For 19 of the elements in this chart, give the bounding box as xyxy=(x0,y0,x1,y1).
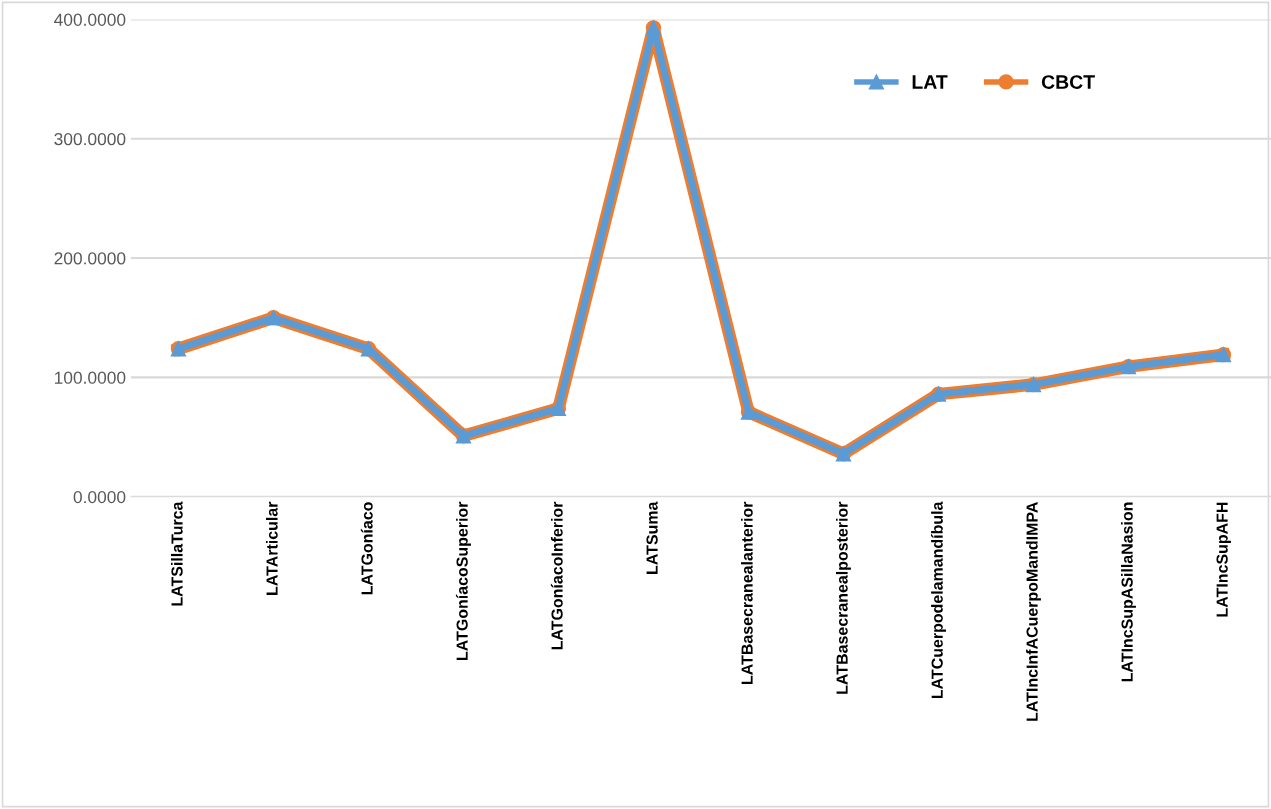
x-tick-label: LATIncInfACuerpoMandIMPA xyxy=(1026,502,1041,721)
y-tick-label: 0.0000 xyxy=(73,490,126,504)
y-tick-label: 100.0000 xyxy=(54,371,126,384)
x-tick-label: LATGoníacoInferior xyxy=(550,501,563,650)
x-tick-label: LATSuma xyxy=(646,501,658,574)
y-tick-label: 400.0000 xyxy=(54,13,126,26)
legend-label: LAT xyxy=(912,75,948,89)
y-tick-label: 200.0000 xyxy=(54,252,126,265)
x-tick-label: LATBasecranealanterior xyxy=(741,501,753,684)
legend-label: CBCT xyxy=(1041,75,1095,89)
x-tick-label: LATArticular xyxy=(265,501,278,595)
x-tick-label: LATGoníaco xyxy=(360,502,373,595)
y-tick-label: 300.0000 xyxy=(54,132,126,146)
x-tick-label: LATIncSupAFH xyxy=(1216,502,1231,617)
x-tick-label: LATIncSupASillaNasion xyxy=(1121,502,1136,682)
x-tick-label: LATBasecranealposterior xyxy=(836,501,851,694)
x-tick-label: LATGoníacoSuperior xyxy=(455,501,471,660)
x-tick-label: LATSillaTurca xyxy=(170,501,183,606)
x-tick-label: LATCuerpodelamandíbula xyxy=(930,501,946,699)
